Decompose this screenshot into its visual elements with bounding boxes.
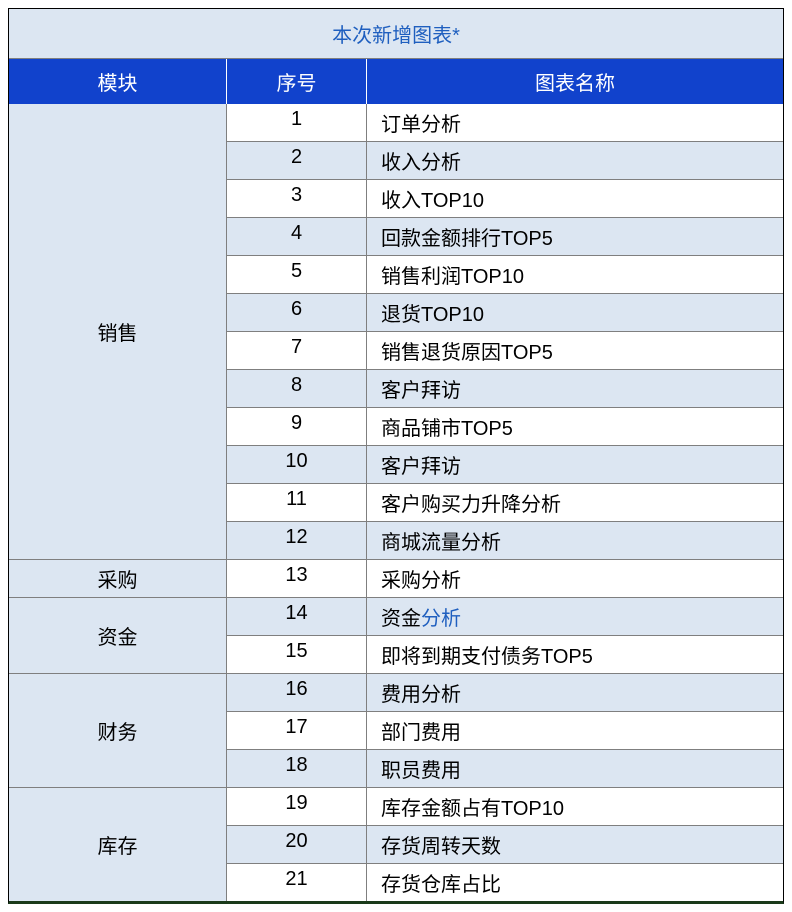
table-title: 本次新增图表* bbox=[9, 9, 783, 59]
new-charts-table: 本次新增图表* 模块 序号 图表名称 销售1订单分析2收入分析3收入TOP104… bbox=[8, 8, 784, 904]
name-cell: 存货周转天数 bbox=[367, 826, 783, 864]
header-index: 序号 bbox=[227, 59, 367, 104]
table-row: 2收入分析 bbox=[227, 142, 783, 180]
table-row: 19库存金额占有TOP10 bbox=[227, 788, 783, 826]
module-group: 销售1订单分析2收入分析3收入TOP104回款金额排行TOP55销售利润TOP1… bbox=[9, 104, 783, 560]
index-cell: 5 bbox=[227, 256, 367, 294]
header-module: 模块 bbox=[9, 59, 227, 104]
module-group: 库存19库存金额占有TOP1020存货周转天数21存货仓库占比 bbox=[9, 788, 783, 901]
index-cell: 1 bbox=[227, 104, 367, 142]
module-cell: 财务 bbox=[9, 674, 227, 787]
name-cell: 资金分析 bbox=[367, 598, 783, 636]
index-cell: 7 bbox=[227, 332, 367, 370]
module-group: 资金14资金分析15即将到期支付债务TOP5 bbox=[9, 598, 783, 674]
index-cell: 18 bbox=[227, 750, 367, 787]
name-cell: 客户购买力升降分析 bbox=[367, 484, 783, 522]
table-row: 3收入TOP10 bbox=[227, 180, 783, 218]
table-row: 17部门费用 bbox=[227, 712, 783, 750]
rows-wrap: 1订单分析2收入分析3收入TOP104回款金额排行TOP55销售利润TOP106… bbox=[227, 104, 783, 559]
table-row: 5销售利润TOP10 bbox=[227, 256, 783, 294]
index-cell: 2 bbox=[227, 142, 367, 180]
table-row: 4回款金额排行TOP5 bbox=[227, 218, 783, 256]
rows-wrap: 19库存金额占有TOP1020存货周转天数21存货仓库占比 bbox=[227, 788, 783, 901]
table-body: 销售1订单分析2收入分析3收入TOP104回款金额排行TOP55销售利润TOP1… bbox=[9, 104, 783, 901]
name-cell: 即将到期支付债务TOP5 bbox=[367, 636, 783, 673]
name-cell: 销售退货原因TOP5 bbox=[367, 332, 783, 370]
name-cell: 订单分析 bbox=[367, 104, 783, 142]
name-cell: 部门费用 bbox=[367, 712, 783, 750]
index-cell: 8 bbox=[227, 370, 367, 408]
name-cell: 商城流量分析 bbox=[367, 522, 783, 559]
index-cell: 3 bbox=[227, 180, 367, 218]
name-cell: 回款金额排行TOP5 bbox=[367, 218, 783, 256]
name-cell: 商品铺市TOP5 bbox=[367, 408, 783, 446]
table-row: 1订单分析 bbox=[227, 104, 783, 142]
table-row: 7销售退货原因TOP5 bbox=[227, 332, 783, 370]
name-cell: 退货TOP10 bbox=[367, 294, 783, 332]
index-cell: 17 bbox=[227, 712, 367, 750]
name-cell-text-part: 资金 bbox=[381, 608, 421, 630]
table-row: 18职员费用 bbox=[227, 750, 783, 787]
index-cell: 14 bbox=[227, 598, 367, 636]
name-cell: 库存金额占有TOP10 bbox=[367, 788, 783, 826]
name-cell: 销售利润TOP10 bbox=[367, 256, 783, 294]
name-cell: 职员费用 bbox=[367, 750, 783, 787]
module-cell: 资金 bbox=[9, 598, 227, 673]
index-cell: 13 bbox=[227, 560, 367, 597]
table-header-row: 模块 序号 图表名称 bbox=[9, 59, 783, 104]
table-row: 11客户购买力升降分析 bbox=[227, 484, 783, 522]
name-cell-link-part: 分析 bbox=[421, 608, 461, 630]
table-row: 12商城流量分析 bbox=[227, 522, 783, 559]
name-cell: 收入TOP10 bbox=[367, 180, 783, 218]
index-cell: 10 bbox=[227, 446, 367, 484]
rows-wrap: 16费用分析17部门费用18职员费用 bbox=[227, 674, 783, 787]
table-row: 13采购分析 bbox=[227, 560, 783, 597]
name-cell: 客户拜访 bbox=[367, 370, 783, 408]
index-cell: 9 bbox=[227, 408, 367, 446]
module-group: 财务16费用分析17部门费用18职员费用 bbox=[9, 674, 783, 788]
module-cell: 采购 bbox=[9, 560, 227, 597]
index-cell: 6 bbox=[227, 294, 367, 332]
name-cell: 采购分析 bbox=[367, 560, 783, 597]
table-row: 9商品铺市TOP5 bbox=[227, 408, 783, 446]
rows-wrap: 14资金分析15即将到期支付债务TOP5 bbox=[227, 598, 783, 673]
header-name: 图表名称 bbox=[367, 59, 783, 104]
name-cell: 存货仓库占比 bbox=[367, 864, 783, 901]
table-row: 6退货TOP10 bbox=[227, 294, 783, 332]
index-cell: 16 bbox=[227, 674, 367, 712]
table-row: 21存货仓库占比 bbox=[227, 864, 783, 901]
name-cell: 收入分析 bbox=[367, 142, 783, 180]
module-group: 采购13采购分析 bbox=[9, 560, 783, 598]
module-cell: 销售 bbox=[9, 104, 227, 559]
index-cell: 4 bbox=[227, 218, 367, 256]
table-row: 8客户拜访 bbox=[227, 370, 783, 408]
table-row: 15即将到期支付债务TOP5 bbox=[227, 636, 783, 673]
name-cell: 费用分析 bbox=[367, 674, 783, 712]
index-cell: 20 bbox=[227, 826, 367, 864]
index-cell: 15 bbox=[227, 636, 367, 673]
name-cell: 客户拜访 bbox=[367, 446, 783, 484]
rows-wrap: 13采购分析 bbox=[227, 560, 783, 597]
module-cell: 库存 bbox=[9, 788, 227, 901]
index-cell: 11 bbox=[227, 484, 367, 522]
table-row: 20存货周转天数 bbox=[227, 826, 783, 864]
index-cell: 12 bbox=[227, 522, 367, 559]
table-row: 14资金分析 bbox=[227, 598, 783, 636]
table-row: 16费用分析 bbox=[227, 674, 783, 712]
table-row: 10客户拜访 bbox=[227, 446, 783, 484]
index-cell: 21 bbox=[227, 864, 367, 901]
index-cell: 19 bbox=[227, 788, 367, 826]
